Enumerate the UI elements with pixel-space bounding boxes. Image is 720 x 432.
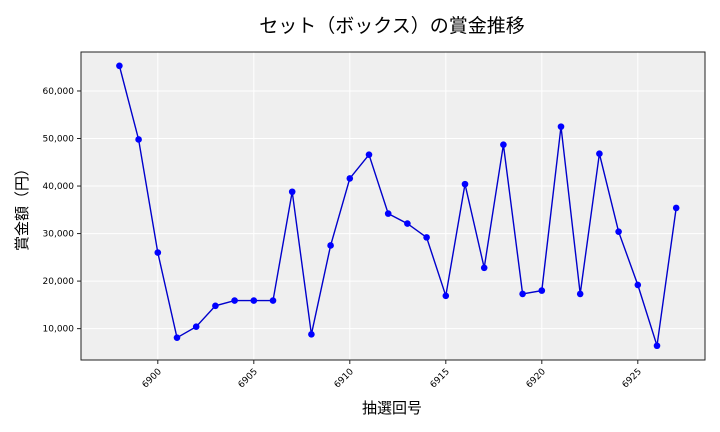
x-tick-label: 6900 bbox=[141, 367, 164, 390]
data-point bbox=[596, 150, 603, 158]
x-tick-label: 6905 bbox=[237, 367, 260, 390]
x-tick-label: 6915 bbox=[429, 367, 452, 390]
x-axis-ticks: 6900 6905 6910 6915 6920 6925 bbox=[141, 360, 644, 390]
data-series bbox=[116, 62, 680, 350]
data-point bbox=[384, 210, 392, 217]
y-tick-label: 30,000 bbox=[43, 230, 75, 240]
data-point bbox=[116, 62, 123, 70]
y-tick-label: 40,000 bbox=[43, 182, 75, 192]
data-point bbox=[365, 151, 373, 158]
data-point bbox=[500, 141, 507, 148]
series-line bbox=[118, 65, 677, 346]
data-point bbox=[538, 287, 546, 294]
x-tick-label: 6920 bbox=[525, 367, 548, 390]
data-point bbox=[308, 331, 315, 338]
x-tick-label: 6910 bbox=[333, 367, 356, 390]
chart-title: セット（ボックス）の賞金推移 bbox=[259, 15, 524, 37]
y-tick-label: 60,000 bbox=[43, 87, 75, 97]
data-point bbox=[288, 188, 296, 196]
data-point bbox=[557, 123, 565, 130]
data-point bbox=[327, 242, 334, 249]
data-point bbox=[404, 220, 411, 227]
data-point bbox=[135, 136, 142, 143]
data-point bbox=[250, 297, 258, 304]
data-point bbox=[615, 228, 622, 235]
data-point bbox=[634, 281, 642, 289]
gridlines bbox=[81, 52, 705, 360]
data-point bbox=[576, 290, 584, 298]
data-point bbox=[480, 264, 488, 272]
data-point bbox=[346, 175, 354, 182]
data-point bbox=[154, 249, 162, 256]
data-point bbox=[231, 297, 238, 304]
y-axis-label: 賞金額（円） bbox=[13, 161, 31, 251]
data-point bbox=[192, 323, 200, 331]
data-point bbox=[423, 234, 430, 241]
x-tick-label: 6925 bbox=[621, 367, 644, 390]
plot-area bbox=[81, 52, 705, 360]
y-axis-ticks: 10,000 20,000 30,000 40,000 50,000 60,000 bbox=[43, 87, 81, 335]
data-point bbox=[461, 180, 469, 188]
y-tick-label: 20,000 bbox=[43, 277, 75, 287]
data-point bbox=[269, 297, 277, 304]
data-point bbox=[173, 334, 181, 341]
plot-frame bbox=[80, 51, 706, 361]
y-tick-label: 10,000 bbox=[43, 325, 75, 335]
data-point bbox=[442, 292, 450, 300]
x-axis-label: 抽選回号 bbox=[362, 399, 422, 417]
data-point bbox=[212, 302, 219, 310]
data-point bbox=[672, 204, 680, 212]
data-point bbox=[653, 342, 661, 350]
y-tick-label: 50,000 bbox=[43, 135, 75, 145]
data-point bbox=[519, 290, 526, 298]
